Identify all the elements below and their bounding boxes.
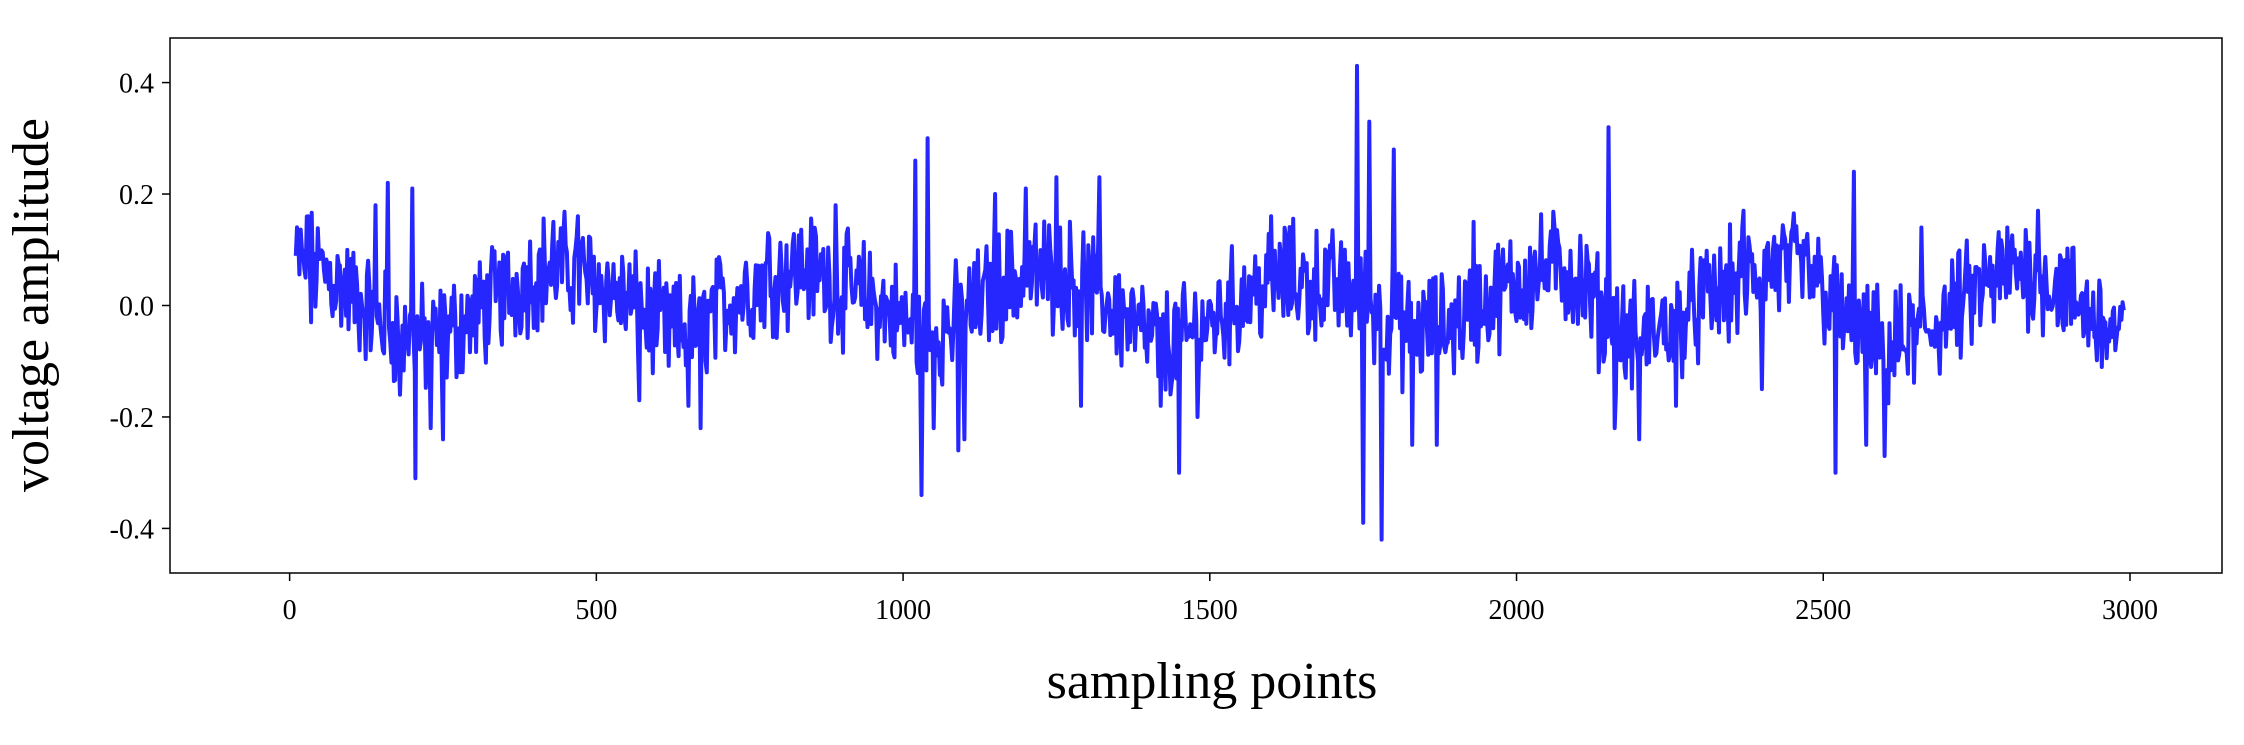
y-tick-label: -0.2 <box>110 403 154 434</box>
x-tick-label: 2500 <box>1795 595 1851 626</box>
series-layer <box>293 63 2126 542</box>
y-axis-ticks: 0.4 0.2 0.0 -0.2 -0.4 <box>110 69 170 545</box>
y-tick-label: 0.2 <box>119 180 154 211</box>
x-tick-label: 0 <box>283 595 297 626</box>
x-axis-ticks: 0 500 1000 1500 2000 2500 3000 <box>283 573 2158 626</box>
y-axis-title: voltage amplitude <box>3 118 60 492</box>
x-tick-label: 1500 <box>1182 595 1238 626</box>
x-tick-label: 500 <box>575 595 617 626</box>
x-axis-title: sampling points <box>1047 653 1378 710</box>
y-tick-label: 0.0 <box>119 292 154 323</box>
x-tick-label: 2000 <box>1489 595 1545 626</box>
series-line <box>293 63 2126 542</box>
x-tick-label: 3000 <box>2102 595 2158 626</box>
y-tick-label: -0.4 <box>110 514 154 545</box>
x-tick-label: 1000 <box>875 595 931 626</box>
y-tick-label: 0.4 <box>119 69 154 100</box>
